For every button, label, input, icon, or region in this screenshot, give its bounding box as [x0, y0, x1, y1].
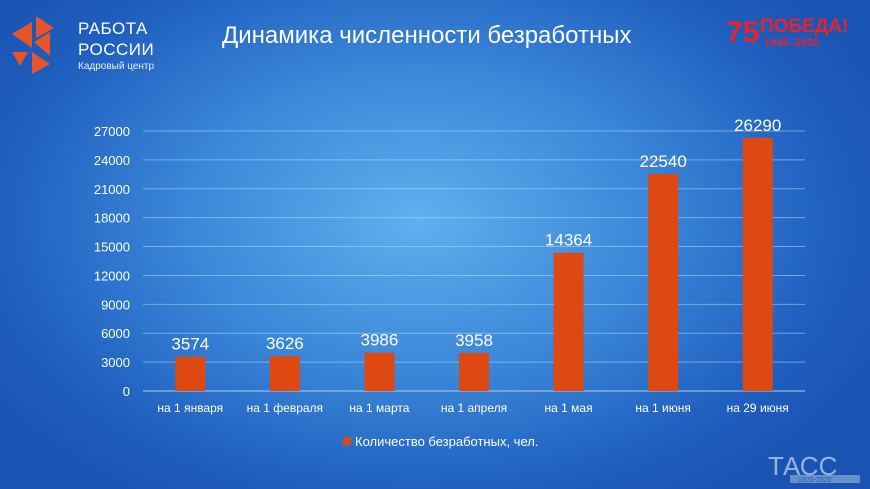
tass-watermark: ТАСС 1920-2020	[768, 451, 860, 483]
y-tick-label: 27000	[94, 124, 130, 139]
bar	[459, 352, 489, 391]
x-tick-label: на 1 февраля	[247, 401, 323, 415]
data-label: 3574	[171, 335, 209, 354]
y-tick-label: 0	[123, 384, 130, 399]
data-label: 26290	[734, 116, 781, 135]
tass-text: ТАСС	[768, 451, 837, 481]
legend-label: Количество безработных, чел.	[355, 434, 538, 449]
x-axis-tick-labels: на 1 января на 1 февраля на 1 марта на 1 ап…	[157, 401, 788, 415]
bar	[269, 356, 300, 391]
legend-swatch	[343, 437, 351, 445]
y-tick-label: 24000	[94, 153, 130, 168]
rabota-rossii-logo-icon	[12, 16, 54, 74]
grid-lines	[143, 130, 805, 392]
bar	[175, 356, 206, 391]
y-tick-label: 15000	[94, 240, 130, 255]
brand-name-line2: РОССИИ	[78, 40, 155, 59]
x-tick-label: на 1 июня	[635, 401, 690, 415]
pobeda-number: 75	[726, 16, 759, 49]
y-tick-label: 3000	[101, 355, 130, 370]
y-tick-label: 9000	[101, 297, 130, 312]
pobeda-badge: 75 ПОБЕДА! 1945–2020	[726, 16, 848, 49]
data-label: 3958	[455, 331, 493, 350]
data-label: 22540	[640, 152, 687, 171]
y-tick-label: 12000	[94, 268, 130, 283]
x-tick-label: на 1 мая	[545, 401, 593, 415]
bar	[648, 173, 679, 391]
bar	[364, 352, 395, 391]
data-label: 3626	[266, 334, 304, 353]
brand-block: РАБОТА РОССИИ Кадровый центр	[10, 12, 154, 78]
data-label: 14364	[545, 231, 592, 250]
data-labels: 3574 3626 3986 3958 14364 22540 26290	[171, 116, 781, 354]
tass-subtext: 1920-2020	[798, 477, 832, 483]
y-tick-label: 18000	[94, 211, 130, 226]
pobeda-word: ПОБЕДА!	[760, 16, 848, 37]
x-tick-label: на 1 апреля	[441, 401, 507, 415]
brand-name-line1: РАБОТА	[78, 19, 148, 38]
bars	[175, 137, 773, 391]
y-tick-label: 21000	[94, 182, 130, 197]
x-tick-label: на 29 июня	[727, 401, 789, 415]
y-axis-tick-labels: 0 3000 6000 9000 12000 15000 18000 21000 24000 27…	[94, 124, 130, 399]
bar	[742, 137, 773, 391]
x-tick-label: на 1 марта	[349, 401, 409, 415]
brand-subtitle: Кадровый центр	[78, 61, 155, 72]
data-label: 3986	[361, 331, 399, 350]
legend: Количество безработных, чел.	[343, 434, 538, 449]
x-tick-label: на 1 января	[157, 401, 223, 415]
pobeda-years: 1945–2020	[764, 37, 819, 49]
y-tick-label: 6000	[101, 326, 130, 341]
bar	[553, 252, 584, 391]
page-title: Динамика численности безработных	[222, 22, 632, 49]
